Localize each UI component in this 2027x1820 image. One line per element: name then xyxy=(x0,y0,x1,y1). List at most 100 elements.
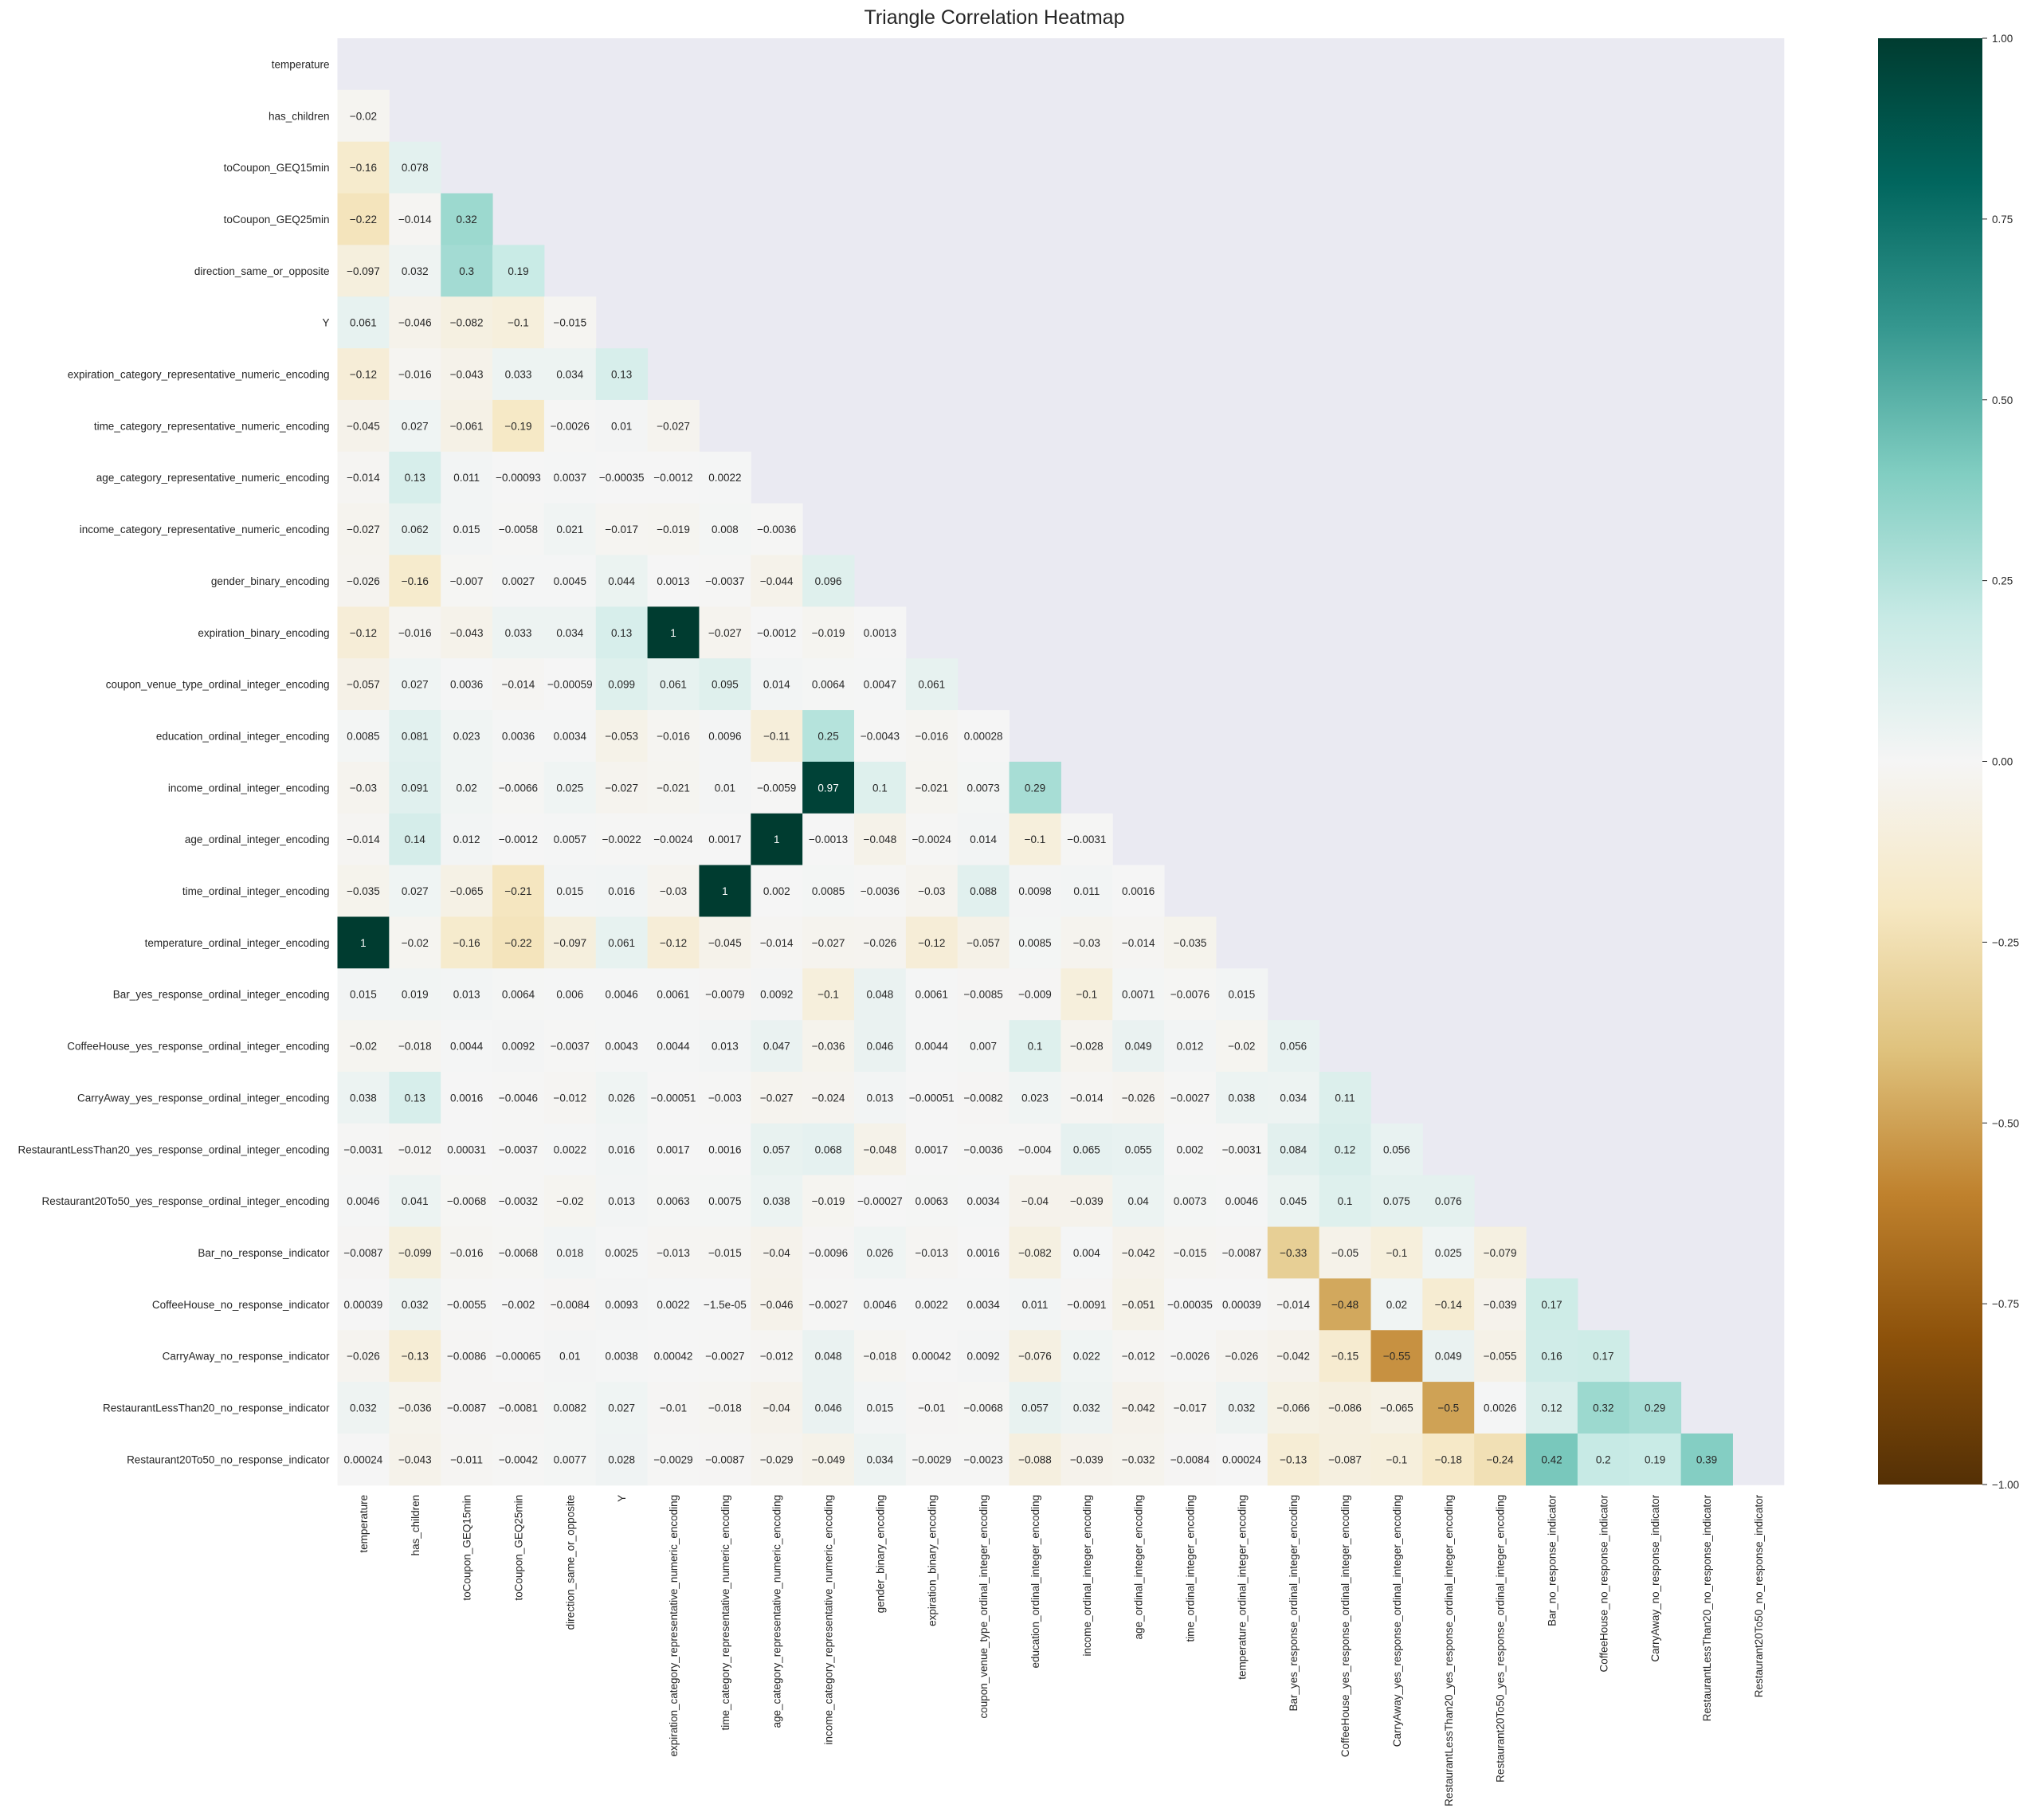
heatmap-cell xyxy=(492,916,545,969)
cell-value-label: −0.00051 xyxy=(909,1092,955,1104)
heatmap-cell xyxy=(492,245,545,297)
heatmap-cell xyxy=(337,1072,390,1124)
cell-value-label: −0.039 xyxy=(1484,1299,1517,1311)
heatmap-cell xyxy=(1370,1123,1423,1176)
cell-value-label: −0.21 xyxy=(504,885,531,897)
heatmap-cell xyxy=(1319,1382,1371,1434)
cell-value-label: 0.19 xyxy=(508,265,528,277)
heatmap-cell xyxy=(905,1123,959,1176)
cell-value-label: −0.014 xyxy=(1070,1092,1104,1104)
heatmap-cell xyxy=(1422,1330,1475,1383)
heatmap-cell xyxy=(1164,1072,1217,1124)
cell-value-label: 0.12 xyxy=(1335,1143,1355,1155)
cell-value-label: −0.027 xyxy=(605,782,638,794)
x-tick-label: toCoupon_GEQ25min xyxy=(512,1495,524,1601)
heatmap-cell xyxy=(441,296,493,349)
cell-value-label: −0.0027 xyxy=(1170,1092,1210,1104)
cell-value-label: −0.0023 xyxy=(964,1453,1003,1465)
cell-value-label: 0.32 xyxy=(1593,1402,1613,1414)
cell-value-label: −0.003 xyxy=(708,1092,742,1104)
cell-value-label: −0.22 xyxy=(350,214,377,226)
cell-value-label: 0.013 xyxy=(712,1041,739,1053)
cell-value-label: 0.0063 xyxy=(915,1195,948,1207)
heatmap-cell xyxy=(751,865,803,917)
heatmap-cell xyxy=(1629,1433,1682,1486)
x-tick-label: CarryAway_no_response_indicator xyxy=(1649,1494,1661,1661)
cell-value-label: 0.047 xyxy=(763,1041,790,1053)
heatmap-cell xyxy=(647,1226,700,1279)
heatmap-cell xyxy=(1009,1330,1061,1383)
cell-value-label: 0.04 xyxy=(1128,1195,1150,1207)
cell-value-label: 0.00024 xyxy=(344,1453,383,1465)
cell-value-label: −0.042 xyxy=(1122,1247,1155,1259)
cell-value-label: 0.0022 xyxy=(657,1299,689,1311)
cell-value-label: 0.0047 xyxy=(864,679,896,691)
cell-value-label: −0.016 xyxy=(915,730,948,742)
heatmap-cell xyxy=(441,1278,493,1331)
heatmap-cell xyxy=(1577,1382,1630,1434)
heatmap-cell xyxy=(337,1123,390,1176)
heatmap-cell xyxy=(1267,1226,1320,1279)
x-tick-label: income_ordinal_integer_encoding xyxy=(1081,1495,1093,1657)
x-tick-label: time_category_representative_numeric_enc… xyxy=(719,1495,731,1731)
cell-value-label: −0.0096 xyxy=(809,1247,848,1259)
cell-value-label: −0.017 xyxy=(605,524,638,535)
cell-value-label: −0.045 xyxy=(708,937,742,949)
heatmap-cell xyxy=(647,399,700,453)
heatmap-cell xyxy=(802,710,855,763)
heatmap-cell xyxy=(389,1072,441,1124)
heatmap-cell xyxy=(1370,1278,1423,1331)
cell-value-label: −0.0012 xyxy=(653,472,692,484)
heatmap-cell xyxy=(543,1330,597,1383)
heatmap-cell xyxy=(802,916,855,969)
heatmap-cell xyxy=(1215,1123,1268,1176)
heatmap-cell xyxy=(1474,1382,1527,1434)
cell-value-label: −0.026 xyxy=(347,1351,380,1363)
cell-value-label: 0.00039 xyxy=(344,1299,383,1311)
heatmap-cell xyxy=(1061,1175,1113,1228)
cell-value-label: −0.046 xyxy=(398,317,432,329)
cell-value-label: 0.01 xyxy=(611,420,632,432)
cell-value-label: −0.007 xyxy=(450,575,484,587)
cell-value-label: −0.0059 xyxy=(757,782,796,794)
heatmap-cell xyxy=(854,1330,907,1383)
colorbar-tick-label: −0.75 xyxy=(1992,1298,2019,1310)
x-tick-label: expiration_binary_encoding xyxy=(926,1495,938,1626)
cell-value-label: 0.019 xyxy=(402,989,429,1001)
heatmap-cell xyxy=(492,813,545,866)
heatmap-cell xyxy=(751,968,803,1021)
cell-value-label: 0.02 xyxy=(456,782,476,794)
cell-value-label: 0.0017 xyxy=(915,1143,948,1155)
heatmap-cell xyxy=(595,555,649,607)
heatmap-cell xyxy=(441,1433,493,1486)
cell-value-label: 0.012 xyxy=(1177,1041,1204,1053)
cell-value-label: −0.012 xyxy=(398,1143,432,1155)
cell-value-label: 0.015 xyxy=(556,885,583,897)
cell-value-label: 0.033 xyxy=(505,369,532,381)
cell-value-label: 0.0046 xyxy=(606,989,638,1001)
heatmap-cell xyxy=(389,1175,441,1228)
heatmap-cell xyxy=(699,1433,751,1486)
cell-value-label: −0.086 xyxy=(1328,1402,1362,1414)
cell-value-label: 0.096 xyxy=(815,575,842,587)
heatmap-cell xyxy=(389,865,441,917)
heatmap-cell xyxy=(337,348,390,401)
heatmap-cell xyxy=(441,503,493,555)
cell-value-label: −0.55 xyxy=(1383,1351,1410,1363)
cell-value-label: −0.00065 xyxy=(496,1351,541,1363)
cell-value-label: −0.0029 xyxy=(912,1453,951,1465)
cell-value-label: 0.0096 xyxy=(708,730,741,742)
heatmap-cell xyxy=(905,1072,959,1124)
heatmap-cell xyxy=(957,1278,1010,1331)
heatmap-cell xyxy=(699,555,751,607)
cell-value-label: 0.11 xyxy=(1335,1092,1355,1104)
cell-value-label: 0.32 xyxy=(456,214,476,226)
cell-value-label: −0.021 xyxy=(915,782,948,794)
cell-value-label: 0.14 xyxy=(405,834,426,845)
cell-value-label: −0.04 xyxy=(763,1402,791,1414)
cell-value-label: 0.046 xyxy=(815,1402,842,1414)
heatmap-cell xyxy=(957,1433,1010,1486)
heatmap-cell xyxy=(1009,916,1061,969)
cell-value-label: 0.088 xyxy=(970,885,997,897)
cell-value-label: 0.091 xyxy=(402,782,429,794)
